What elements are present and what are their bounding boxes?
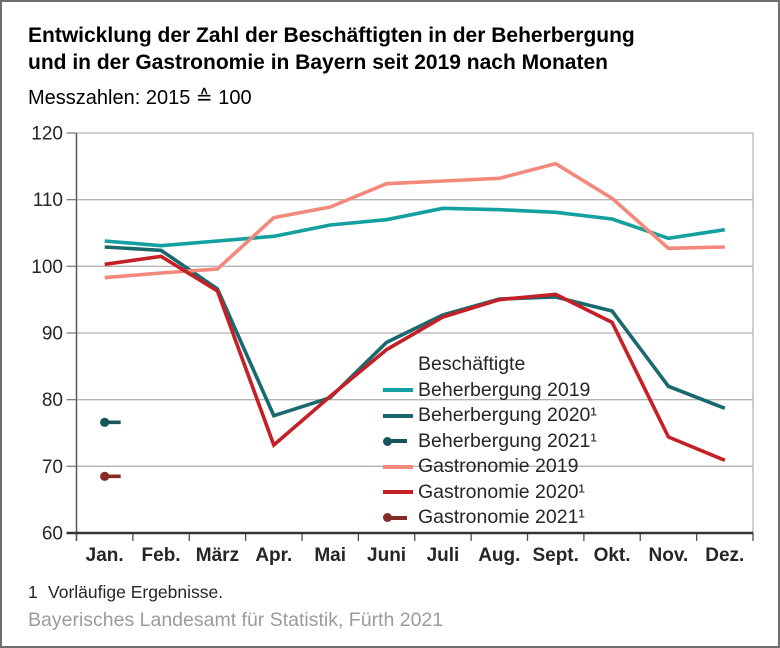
x-axis-label: Aug.	[478, 545, 520, 566]
y-axis-label: 110	[33, 190, 63, 211]
y-axis-label: 80	[42, 390, 63, 411]
legend-header-row: Beschäftigte	[383, 352, 597, 378]
legend-dot-line-swatch-icon	[383, 513, 413, 523]
legend-line-icon	[383, 464, 413, 469]
chart-title-line2: und in der Gastronomie in Bayern seit 20…	[28, 50, 608, 74]
chart-title: Entwicklung der Zahl der Beschäftigten i…	[28, 23, 752, 76]
series-beherbergung-2019	[104, 206, 726, 248]
legend-line-icon	[390, 439, 407, 444]
chart-legend: Beschäftigte Beherbergung 2019 Beherbergun…	[383, 352, 597, 531]
legend-row: Beherbergung 2019	[383, 378, 597, 404]
legend-row: Gastronomie 2021¹	[383, 505, 597, 531]
chart-title-line1: Entwicklung der Zahl der Beschäftigten i…	[28, 24, 635, 47]
legend-dot-line-swatch-icon	[383, 436, 413, 446]
legend-line-swatch-icon	[383, 464, 413, 469]
x-axis-label: Jan.	[86, 545, 124, 566]
series-gastronomie-2019	[104, 161, 725, 280]
series-gastronomie-2020-	[104, 254, 726, 462]
series-beherbergung-2020-	[104, 245, 726, 418]
x-axis-label: Okt.	[594, 545, 631, 566]
legend-line-icon	[390, 515, 407, 520]
series-beherbergung-2021--point	[100, 417, 110, 427]
x-axis-label: Sept.	[532, 545, 578, 566]
legend-label: Beherbergung 2019	[418, 378, 591, 401]
legend-label: Beherbergung 2020¹	[418, 404, 597, 427]
x-axis-label: Mai	[314, 545, 346, 566]
legend-dot-icon	[383, 513, 392, 523]
x-axis-label: Nov.	[649, 545, 689, 566]
y-axis-label: 120	[31, 124, 63, 145]
series-gastronomie-2021--point	[100, 471, 110, 481]
y-axis-label: 60	[42, 524, 63, 545]
x-axis-label: Juli	[427, 545, 460, 566]
footnote-marker: 1	[28, 582, 38, 602]
x-axis-label: Dez.	[705, 545, 744, 566]
x-axis-label: Juni	[367, 545, 406, 566]
legend-label: Gastronomie 2020¹	[418, 480, 585, 503]
legend-title: Beschäftigte	[418, 353, 526, 376]
source-credit: Bayerisches Landesamt für Statistik, Für…	[28, 609, 444, 631]
legend-line-icon	[383, 413, 413, 418]
footnote-text: Vorläufige Ergebnisse.	[48, 582, 224, 602]
y-axis-label: 90	[42, 324, 63, 345]
x-axis-label: Feb.	[142, 545, 181, 566]
footnote: 1 Vorläufige Ergebnisse.	[28, 582, 223, 603]
legend-label: Beherbergung 2021¹	[418, 429, 597, 452]
legend-row: Beherbergung 2020¹	[383, 403, 597, 429]
legend-line-icon	[383, 388, 413, 393]
legend-line-swatch-icon	[383, 490, 413, 495]
y-axis-label: 100	[31, 257, 63, 278]
legend-line-swatch-icon	[383, 413, 413, 418]
y-axis-label: 70	[42, 457, 63, 478]
x-axis-label: März	[196, 545, 239, 566]
legend-row: Gastronomie 2019	[383, 454, 597, 480]
legend-dot-icon	[383, 436, 392, 446]
legend-label: Gastronomie 2019	[418, 455, 579, 478]
x-axis-label: Apr.	[255, 545, 292, 566]
legend-label: Gastronomie 2021¹	[418, 506, 585, 529]
legend-row: Beherbergung 2021¹	[383, 429, 597, 455]
legend-line-swatch-icon	[383, 388, 413, 393]
legend-row: Gastronomie 2020¹	[383, 480, 597, 506]
chart-subtitle: Messzahlen: 2015 ≙ 100	[28, 87, 252, 109]
legend-line-icon	[383, 490, 413, 495]
